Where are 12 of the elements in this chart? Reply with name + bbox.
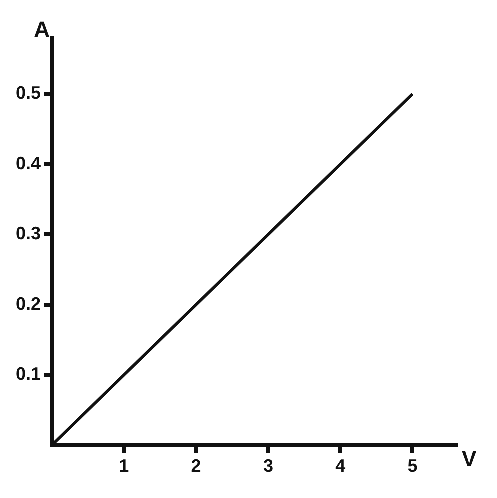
y-tick-label: 0.5 <box>16 83 42 104</box>
y-tick-label: 0.4 <box>16 153 42 174</box>
x-tick-label: 2 <box>191 456 202 476</box>
y-tick-label: 0.3 <box>16 224 42 244</box>
y-tick-label: 0.1 <box>16 364 42 384</box>
y-axis-title: A <box>34 17 50 42</box>
x-axis-title: V <box>462 446 477 472</box>
x-tick-label: 5 <box>408 456 418 476</box>
x-tick-label: 3 <box>263 456 274 476</box>
y-tick-label: 0.2 <box>16 294 42 314</box>
x-tick-label: 4 <box>336 456 346 476</box>
x-tick-label: 1 <box>119 456 130 476</box>
